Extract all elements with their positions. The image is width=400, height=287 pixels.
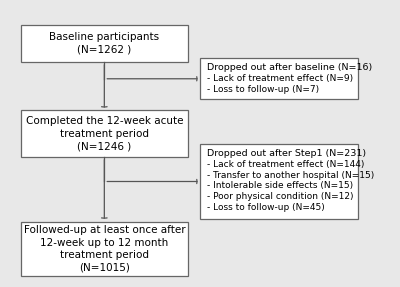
Text: Baseline participants
(N=1262 ): Baseline participants (N=1262 ) (49, 32, 159, 55)
Text: - Lack of treatment effect (N=144): - Lack of treatment effect (N=144) (207, 160, 364, 169)
Bar (200, 58, 358, 99)
Bar (21, 222, 188, 276)
Text: - Intolerable side effects (N=15): - Intolerable side effects (N=15) (207, 181, 353, 190)
Text: Followed-up at least once after
12-week up to 12 month
treatment period
(N=1015): Followed-up at least once after 12-week … (24, 226, 185, 273)
Bar (21, 110, 188, 157)
Bar (21, 25, 188, 62)
Text: Completed the 12-week acute
treatment period
(N=1246 ): Completed the 12-week acute treatment pe… (26, 116, 183, 151)
Text: - Poor physical condition (N=12): - Poor physical condition (N=12) (207, 192, 354, 201)
Text: - Loss to follow-up (N=45): - Loss to follow-up (N=45) (207, 203, 325, 212)
Text: Dropped out after Step1 (N=231): Dropped out after Step1 (N=231) (207, 149, 366, 158)
Text: - Transfer to another hospital (N=15): - Transfer to another hospital (N=15) (207, 171, 374, 180)
Text: Dropped out after baseline (N=16): Dropped out after baseline (N=16) (207, 63, 372, 72)
Bar (200, 144, 358, 219)
Text: - Lack of treatment effect (N=9): - Lack of treatment effect (N=9) (207, 74, 353, 83)
Text: - Loss to follow-up (N=7): - Loss to follow-up (N=7) (207, 85, 319, 94)
